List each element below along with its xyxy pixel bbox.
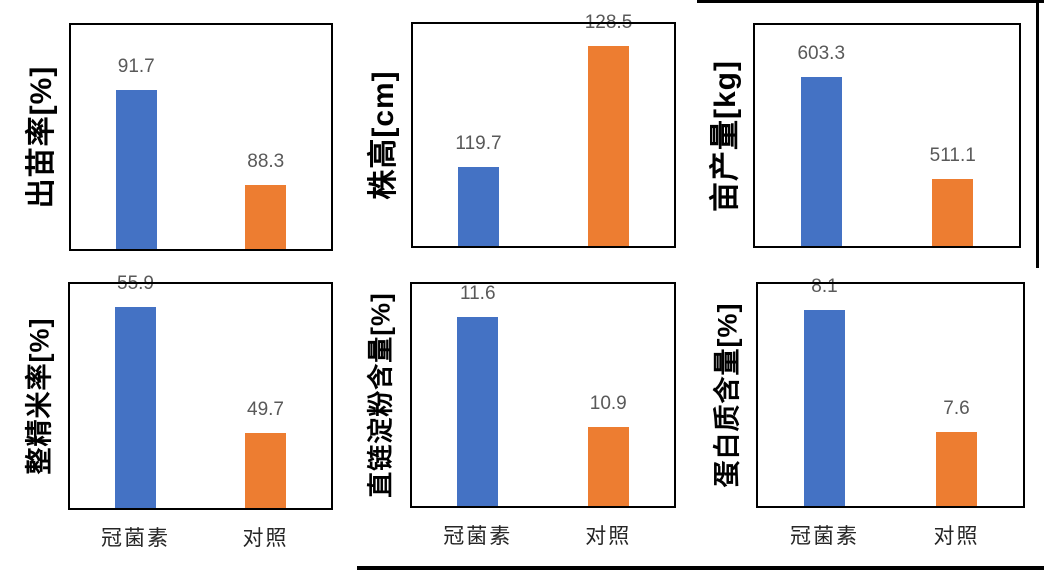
table-border-bottom (357, 566, 1044, 570)
data-label-control: 88.3 (247, 150, 285, 172)
table-border-right (1036, 0, 1039, 268)
plot-area: 119.7 128.5 (411, 12, 676, 248)
y-axis-title: 亩产量[kg] (709, 59, 742, 212)
bar-coronatine (115, 306, 156, 508)
y-axis-title: 直链淀粉含量[%] (365, 292, 396, 498)
y-axis-title: 株高[cm] (367, 70, 400, 200)
bar-coronatine (458, 166, 499, 246)
data-label-coronatine: 91.7 (117, 55, 155, 77)
plot-border (756, 282, 1025, 508)
plot-area: 8.1 7.6 (756, 276, 1025, 508)
data-label-coronatine: 603.3 (797, 42, 846, 64)
bar-control (932, 178, 974, 246)
bar-coronatine (800, 76, 842, 246)
x-axis-label-coronatine: 冠菌素 (790, 525, 859, 548)
data-label-control: 128.5 (584, 11, 633, 33)
bar-control (245, 184, 287, 249)
plot-area: 55.9 49.7 (68, 273, 333, 510)
table-border-top (697, 0, 1044, 3)
y-axis-title: 整精米率[%] (24, 317, 55, 475)
x-axis-label-coronatine: 冠菌素 (443, 525, 513, 548)
data-label-control: 10.9 (589, 392, 627, 414)
bar-control (245, 432, 286, 508)
data-label-control: 49.7 (247, 398, 284, 420)
x-axis-label-coronatine: 冠菌素 (101, 527, 170, 550)
bar-control (587, 426, 629, 506)
data-label-control: 7.6 (943, 397, 970, 419)
x-axis-label-control: 对照 (585, 525, 632, 548)
data-label-control: 511.1 (929, 144, 976, 166)
x-axis-label-control: 对照 (242, 527, 289, 550)
data-label-coronatine: 8.1 (811, 275, 838, 297)
data-label-coronatine: 55.9 (117, 272, 154, 294)
bar-control (588, 45, 629, 246)
y-axis-title: 蛋白质含量[%] (712, 302, 743, 488)
bar-coronatine (115, 89, 157, 249)
y-axis-title: 出苗率[%] (25, 65, 58, 209)
bar-control (936, 431, 977, 506)
x-axis-label-control: 对照 (933, 525, 980, 548)
data-label-coronatine: 11.6 (459, 282, 496, 304)
plot-area: 11.6 10.9 (410, 282, 676, 508)
bar-coronatine (457, 316, 499, 506)
data-label-coronatine: 119.7 (455, 132, 502, 154)
bar-coronatine (804, 309, 845, 506)
